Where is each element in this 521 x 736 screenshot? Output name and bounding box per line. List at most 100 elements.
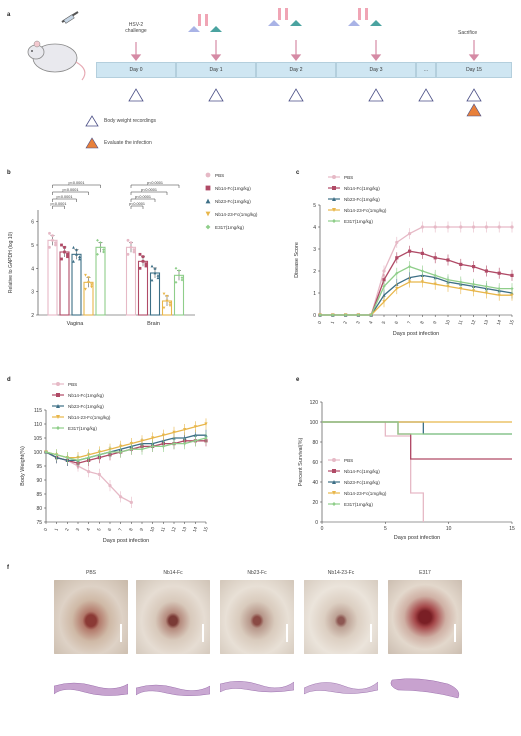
x-tick-label: 8 (128, 527, 134, 532)
data-point (484, 284, 488, 288)
x-tick-label: 11 (457, 319, 463, 326)
data-point (97, 472, 101, 476)
data-point (66, 255, 69, 259)
series-line (45, 423, 207, 459)
x-tick-label: 12 (470, 319, 477, 326)
sig-label: p<0.0001 (57, 195, 73, 199)
y-axis-title-e: Percent Survival(%) (298, 438, 304, 487)
legend-marker (56, 382, 60, 386)
legend-label: Nb14-Fc(1mg/kg) (344, 186, 380, 191)
data-point (183, 428, 187, 432)
data-point (356, 313, 360, 317)
timeline-ellipsis: ... (416, 62, 436, 78)
x-tick-label-b: Brain (147, 321, 160, 327)
data-point (63, 245, 66, 249)
series-line (320, 274, 513, 316)
data-point (132, 248, 136, 252)
y-tick-label: 1 (313, 291, 316, 297)
data-point (497, 271, 501, 275)
data-point (119, 450, 123, 454)
legend-marker-e (332, 458, 336, 462)
data-point (459, 287, 463, 291)
data-point (382, 284, 386, 288)
data-point (382, 293, 386, 297)
data-point (96, 252, 99, 256)
data-point (75, 252, 78, 256)
data-point (382, 269, 386, 273)
legend-marker-b (205, 211, 211, 217)
survival-line (322, 421, 512, 435)
data-point (382, 300, 386, 304)
x-tick-label: 7 (406, 320, 412, 325)
y-tick-label: 90 (36, 478, 42, 484)
x-tick-label: 10 (444, 319, 451, 326)
legend-label-b: Nb14-Fc(1mg/kg) (215, 186, 251, 191)
panel-label-c: c (296, 170, 300, 176)
data-point (180, 276, 184, 280)
data-point (420, 269, 424, 273)
legend-marker-e (332, 480, 336, 484)
data-point (497, 293, 501, 297)
legend-marker (332, 186, 336, 190)
legend-label: PBS (68, 382, 77, 387)
y-tick-label-e: 60 (312, 460, 318, 466)
photo-title-nb14: Nb14-Fc (163, 570, 183, 576)
data-point (63, 250, 66, 254)
data-point (132, 250, 136, 254)
x-tick-label: 4 (368, 320, 374, 325)
legend-marker-b (205, 224, 211, 230)
timeline-day-3: Day 3 (336, 62, 416, 78)
y-axis-title-b: Relative to GAPDH (log 10) (8, 232, 14, 293)
data-point (140, 447, 144, 451)
data-point (331, 313, 335, 317)
legend-label: Nb14-23-Fc(1mg/kg) (68, 415, 111, 420)
sacrifice-label: Sacrifice (458, 30, 478, 36)
panel-label-b: b (7, 170, 11, 176)
series-line (45, 437, 207, 462)
data-point (66, 252, 69, 256)
data-point (177, 269, 181, 273)
sig-bracket (52, 184, 101, 188)
data-point (75, 248, 78, 252)
data-point (459, 262, 463, 266)
sig-label: p<0.0001 (147, 181, 163, 185)
bar (125, 246, 137, 316)
legend-marker (56, 393, 60, 397)
evaluate-marker (466, 103, 482, 117)
data-point (204, 436, 208, 440)
data-point (138, 266, 142, 270)
panel-label-e: e (296, 377, 300, 383)
data-point (72, 245, 75, 249)
sig-bracket (130, 184, 180, 188)
legend-label-e: Nb14-23-Fc(1mg/kg) (344, 491, 387, 496)
legend-marker (56, 404, 60, 408)
data-point (168, 304, 172, 308)
data-point (472, 282, 476, 286)
data-point (433, 225, 437, 229)
y-tick-label-e: 20 (312, 500, 318, 506)
weight-markers (128, 88, 482, 102)
data-point (102, 248, 105, 252)
sig-label: p<0.0001 (63, 188, 79, 192)
chart-e-survival: 0 20 40 60 80 100 120 0 5 10 15 Days post infection… (298, 400, 515, 541)
sig-bracket (52, 198, 77, 202)
data-point (51, 238, 54, 242)
data-point (87, 280, 90, 284)
series-line (320, 281, 512, 316)
y-tick-label: 2 (313, 269, 316, 275)
data-point (420, 225, 424, 229)
timeline-day-0: Day 0 (96, 62, 176, 78)
sig-bracket (130, 191, 168, 195)
data-point (156, 273, 160, 277)
data-point (144, 262, 148, 266)
x-tick-label: 14 (192, 526, 199, 533)
legend-marker-b (205, 198, 211, 204)
data-point (144, 264, 148, 268)
photo-title-pbs: PBS (85, 570, 96, 576)
y-tick-label-b: 2 (31, 313, 34, 319)
data-point (446, 258, 450, 262)
data-point (141, 255, 145, 259)
x-tick-label: 8 (419, 320, 425, 325)
data-point (395, 256, 399, 260)
